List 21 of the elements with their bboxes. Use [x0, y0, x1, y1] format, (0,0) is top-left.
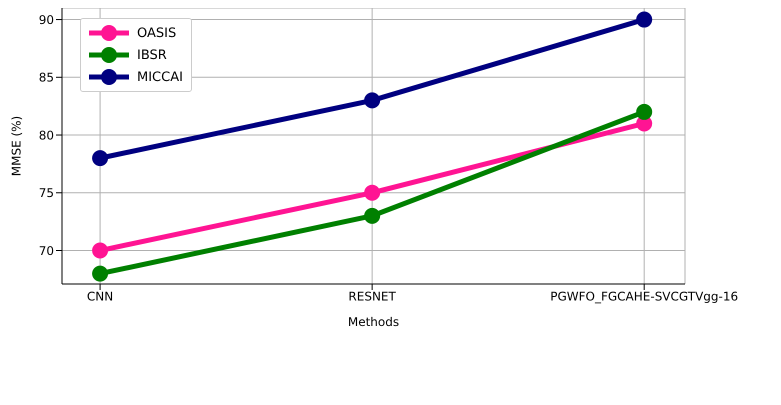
y-tick-label: 85 — [38, 70, 54, 85]
point — [92, 242, 108, 259]
point — [92, 266, 108, 282]
y-tick-label: 75 — [38, 186, 54, 200]
y-axis-title: MMSE (%) — [9, 116, 24, 176]
x-axis-title: Methods — [348, 315, 400, 329]
point — [364, 92, 380, 108]
point — [636, 104, 652, 120]
legend-label: MICCAI — [137, 70, 183, 84]
legend-label: IBSR — [137, 48, 167, 62]
x-tick-label: RESNET — [348, 290, 397, 304]
point — [636, 12, 652, 28]
y-tick-label: 80 — [38, 128, 54, 142]
point — [364, 184, 380, 201]
y-tick-label: 90 — [38, 12, 54, 27]
x-tick-label: PGWFO_FGCAHE-SVCGTVgg-16 — [550, 290, 738, 304]
point — [364, 208, 380, 224]
legend-label: OASIS — [137, 26, 176, 40]
x-tick-label: CNN — [86, 290, 114, 304]
point — [92, 150, 108, 166]
y-tick-label: 70 — [38, 244, 54, 258]
